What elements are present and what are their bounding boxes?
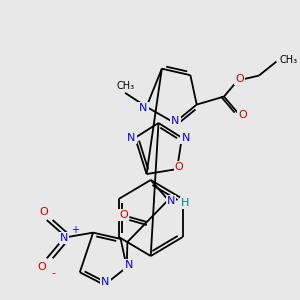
Text: O: O: [39, 207, 48, 217]
Text: CH₃: CH₃: [116, 81, 134, 91]
Text: N: N: [60, 232, 68, 243]
Text: O: O: [37, 262, 46, 272]
Text: N: N: [101, 277, 110, 287]
Text: N: N: [167, 196, 175, 206]
Text: N: N: [124, 260, 133, 270]
Text: CH₃: CH₃: [279, 55, 298, 64]
Text: N: N: [127, 133, 135, 143]
Text: N: N: [171, 116, 180, 126]
Text: +: +: [71, 225, 79, 235]
Text: -: -: [51, 268, 55, 278]
Text: O: O: [235, 74, 244, 84]
Text: O: O: [238, 110, 247, 120]
Text: N: N: [182, 133, 190, 143]
Text: H: H: [181, 198, 189, 208]
Text: O: O: [175, 162, 183, 172]
Text: O: O: [119, 210, 128, 220]
Text: N: N: [140, 103, 148, 113]
